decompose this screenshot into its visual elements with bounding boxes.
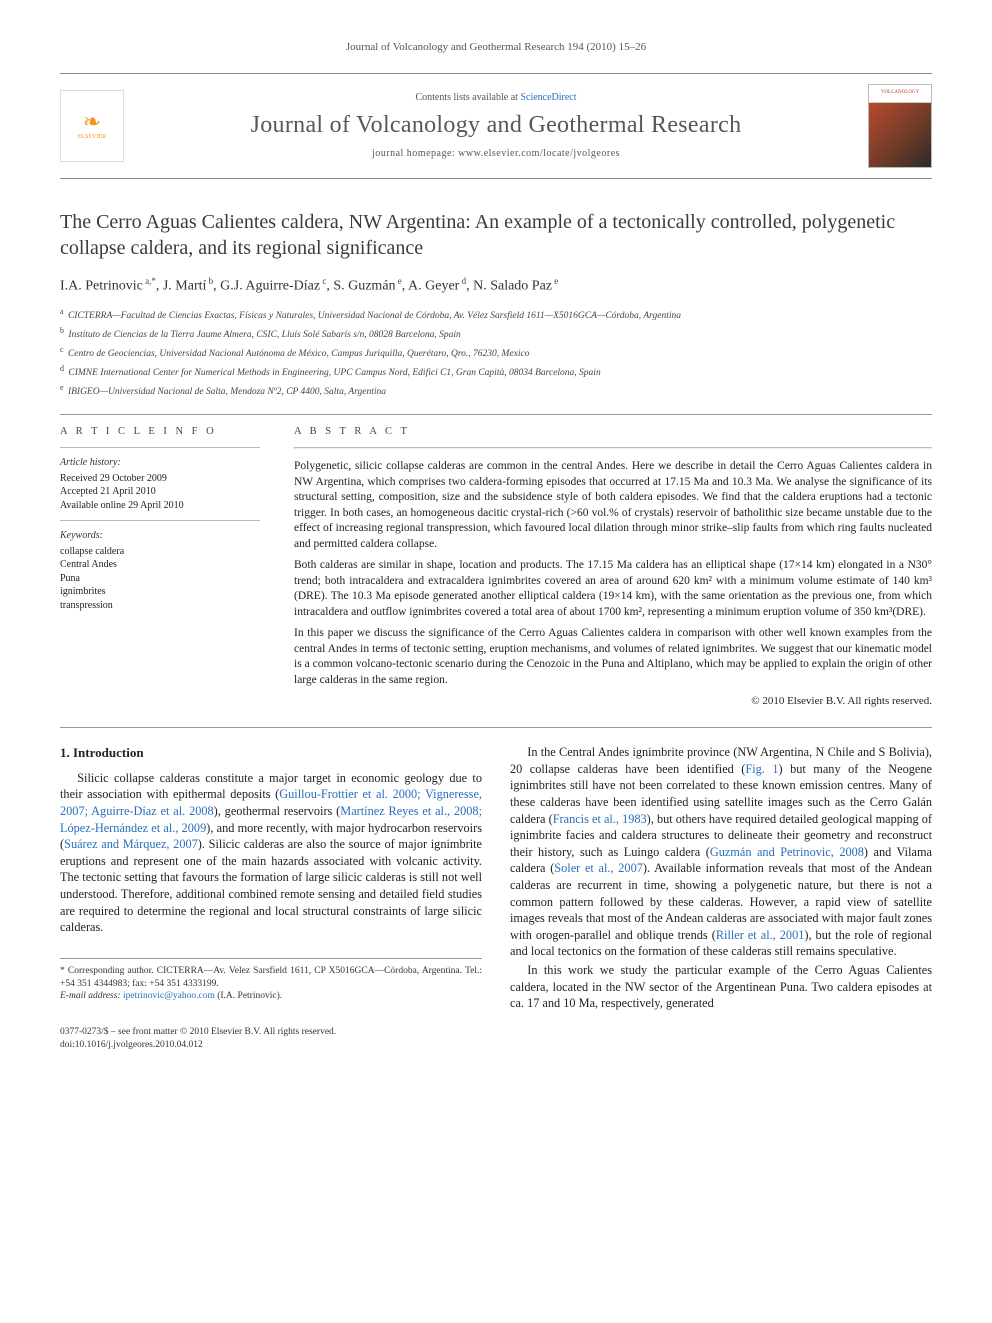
author-3-aff: c xyxy=(320,276,326,286)
affil-e: e IBIGEO—Universidad Nacional de Salta, … xyxy=(60,382,932,400)
cover-image xyxy=(869,103,931,167)
history-label: Article history: xyxy=(60,456,260,470)
issn-line: 0377-0273/$ – see front matter © 2010 El… xyxy=(60,1026,336,1039)
abstract-p3: In this paper we discuss the significanc… xyxy=(294,626,932,688)
page-footer: 0377-0273/$ – see front matter © 2010 El… xyxy=(60,1026,932,1052)
author-2-aff: b xyxy=(206,276,213,286)
rule-bottom xyxy=(60,727,932,728)
author-1: I.A. Petrinovic xyxy=(60,279,143,294)
info-rule-2 xyxy=(60,520,260,521)
journal-masthead: ❧ ELSEVIER Contents lists available at S… xyxy=(60,73,932,179)
history-received: Received 29 October 2009 xyxy=(60,472,260,486)
footnote-block: * Corresponding author. CICTERRA—Av. Vel… xyxy=(60,958,482,1003)
journal-name: Journal of Volcanology and Geothermal Re… xyxy=(140,109,852,141)
abs-rule xyxy=(294,447,932,449)
affil-a: a CICTERRA—Facultad de Ciencias Exactas,… xyxy=(60,306,932,324)
sciencedirect-link[interactable]: ScienceDirect xyxy=(520,92,576,103)
affil-d: d CIMNE International Center for Numeric… xyxy=(60,363,932,381)
homepage-prefix: journal homepage: xyxy=(372,148,458,159)
abstract-p2: Both calderas are similar in shape, loca… xyxy=(294,558,932,620)
ref-francis[interactable]: Francis et al., 1983 xyxy=(553,812,647,826)
homepage-url[interactable]: www.elsevier.com/locate/jvolgeores xyxy=(458,148,620,159)
keyword-1: collapse caldera xyxy=(60,545,260,559)
abstract-p1: Polygenetic, silicic collapse calderas a… xyxy=(294,459,932,552)
ref-riller[interactable]: Riller et al., 2001 xyxy=(716,928,805,942)
author-4: S. Guzmán xyxy=(333,279,395,294)
ref-suarez[interactable]: Suárez and Márquez, 2007 xyxy=(64,837,198,851)
author-6: N. Salado Paz xyxy=(473,279,552,294)
history-accepted: Accepted 21 April 2010 xyxy=(60,485,260,499)
article-title: The Cerro Aguas Calientes caldera, NW Ar… xyxy=(60,209,932,261)
intro-p2: In the Central Andes ignimbrite province… xyxy=(510,744,932,960)
affil-c: c Centro de Geociencias, Universidad Nac… xyxy=(60,344,932,362)
author-6-aff: e xyxy=(552,276,558,286)
info-abstract-row: A R T I C L E I N F O Article history: R… xyxy=(60,425,932,709)
intro-p1: Silicic collapse calderas constitute a m… xyxy=(60,770,482,936)
abstract-column: A B S T R A C T Polygenetic, silicic col… xyxy=(294,425,932,709)
author-3: G.J. Aguirre-Díaz xyxy=(220,279,320,294)
keywords-block: Keywords: collapse caldera Central Andes… xyxy=(60,529,260,612)
intro-p3: In this work we study the particular exa… xyxy=(510,962,932,1012)
contents-prefix: Contents lists available at xyxy=(415,92,520,103)
keyword-2: Central Andes xyxy=(60,558,260,572)
elsevier-logo-label: ELSEVIER xyxy=(78,133,106,141)
running-header: Journal of Volcanology and Geothermal Re… xyxy=(60,40,932,55)
doi-line: doi:10.1016/j.jvolgeores.2010.04.012 xyxy=(60,1039,336,1052)
article-history-block: Article history: Received 29 October 200… xyxy=(60,456,260,512)
article-info-heading: A R T I C L E I N F O xyxy=(60,425,260,439)
history-online: Available online 29 April 2010 xyxy=(60,499,260,513)
email-line: E-mail address: ipetrinovic@yahoo.com (I… xyxy=(60,990,482,1003)
keyword-4: ignimbrites xyxy=(60,585,260,599)
author-5-aff: d xyxy=(459,276,466,286)
masthead-center: Contents lists available at ScienceDirec… xyxy=(140,91,852,160)
journal-cover-thumb: VOLCANOLOGY xyxy=(868,84,932,168)
keyword-5: transpression xyxy=(60,599,260,613)
author-4-aff: e xyxy=(396,276,402,286)
body-two-column: 1. Introduction Silicic collapse caldera… xyxy=(60,744,932,1014)
abstract-copyright: © 2010 Elsevier B.V. All rights reserved… xyxy=(294,694,932,709)
author-list: I.A. Petrinovic a,*, J. Martí b, G.J. Ag… xyxy=(60,275,932,297)
affiliations: a CICTERRA—Facultad de Ciencias Exactas,… xyxy=(60,306,932,400)
ref-guzman[interactable]: Guzmán and Petrinovic, 2008 xyxy=(710,845,864,859)
section-1-heading: 1. Introduction xyxy=(60,744,482,762)
ref-fig1[interactable]: Fig. 1 xyxy=(745,762,778,776)
cover-title-strip: VOLCANOLOGY xyxy=(869,85,931,103)
keyword-3: Puna xyxy=(60,572,260,586)
keywords-label: Keywords: xyxy=(60,529,260,543)
contents-available-line: Contents lists available at ScienceDirec… xyxy=(140,91,852,105)
ref-soler[interactable]: Soler et al., 2007 xyxy=(554,861,643,875)
email-link[interactable]: ipetrinovic@yahoo.com xyxy=(123,991,215,1001)
author-1-aff: a,* xyxy=(143,276,156,286)
author-5: A. Geyer xyxy=(408,279,459,294)
corresponding-author: * Corresponding author. CICTERRA—Av. Vel… xyxy=(60,965,482,991)
elsevier-logo: ❧ ELSEVIER xyxy=(60,90,124,162)
article-info-column: A R T I C L E I N F O Article history: R… xyxy=(60,425,260,709)
author-2: J. Martí xyxy=(163,279,207,294)
journal-homepage-line: journal homepage: www.elsevier.com/locat… xyxy=(140,147,852,161)
rule-top xyxy=(60,414,932,415)
affil-b: b Instituto de Ciencias de la Tierra Jau… xyxy=(60,325,932,343)
info-rule-1 xyxy=(60,447,260,448)
tree-icon: ❧ xyxy=(83,111,101,133)
abstract-heading: A B S T R A C T xyxy=(294,425,932,439)
